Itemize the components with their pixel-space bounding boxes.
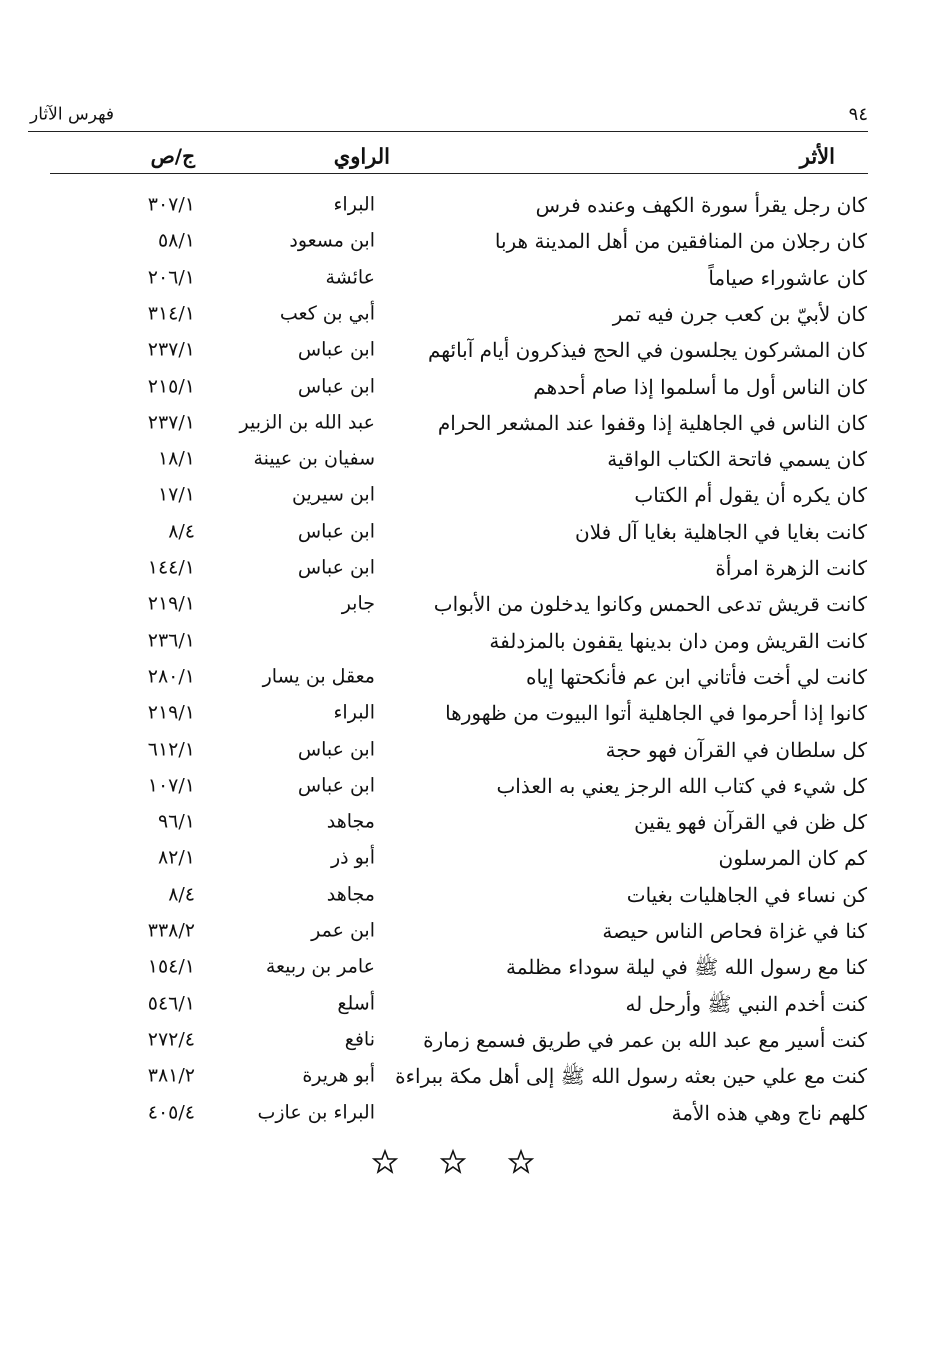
volume-page: ٣٠٧/١	[147, 193, 195, 216]
athar-text: كان عاشوراء صياماً	[708, 265, 867, 290]
narrator: ابن عباس	[297, 774, 375, 797]
column-header: الراوي	[333, 143, 390, 169]
volume-page: ٢١٩/١	[147, 701, 195, 724]
narrator: ابن عباس	[297, 738, 375, 760]
volume-page: ٤٠٥/٤	[147, 1101, 195, 1123]
column-header: ج/ص	[150, 144, 195, 168]
narrator: عائشة	[325, 266, 375, 289]
volume-page: ٨/٤	[168, 520, 195, 543]
athar-text: كل ظن في القرآن فهو يقين	[634, 810, 867, 835]
narrator: ابن عباس	[297, 520, 375, 543]
narrator: البراء بن عازب	[257, 1101, 375, 1123]
narrator: جابر	[341, 592, 375, 615]
athar-text: كنا مع رسول الله ﷺ في ليلة سوداء مظلمة	[506, 955, 867, 980]
narrator: عبد الله بن الزبير	[239, 411, 375, 434]
narrator: أبو هريرة	[302, 1064, 375, 1087]
page-number: ٩٤	[848, 104, 868, 125]
athar-text: كانت بغايا في الجاهلية بغايا آل فلان	[575, 519, 867, 544]
volume-page: ٩٦/١	[157, 810, 195, 833]
volume-page: ٨/٤	[168, 883, 195, 906]
narrator: ابن عباس	[297, 375, 375, 397]
volume-page: ٨٢/١	[157, 846, 195, 869]
column-header: الأثر	[799, 143, 835, 169]
athar-text: كان رجلان من المنافقين من أهل المدينة هر…	[494, 229, 867, 254]
table-rule	[50, 173, 868, 174]
athar-text: كانوا إذا أحرموا في الجاهلية أتوا البيوت…	[445, 701, 867, 726]
volume-page: ١٧/١	[157, 483, 195, 506]
athar-text: كلهم ناج وهي هذه الأمة	[671, 1100, 867, 1125]
athar-text: كانت القريش ومن دان بدينها يقفون بالمزدل…	[489, 628, 867, 653]
athar-text: كل شيء في كتاب الله الرجز يعني به العذاب	[496, 773, 867, 798]
athar-text: كان لأبيّ بن كعب جرن فيه تمر	[612, 301, 867, 326]
narrator: مجاهد	[326, 810, 375, 833]
athar-text: كان المشركون يجلسون في الحج فيذكرون أيام…	[427, 338, 867, 363]
volume-page: ٣١٤/١	[147, 302, 195, 325]
volume-page: ٣٨١/٢	[147, 1064, 195, 1087]
volume-page: ١٥٤/١	[147, 955, 195, 978]
volume-page: ١٠٧/١	[147, 774, 195, 797]
volume-page: ٢٧٢/٤	[147, 1028, 195, 1051]
athar-text: كان الناس أول ما أسلموا إذا صام أحدهم	[533, 374, 867, 399]
athar-text: كانت قريش تدعى الحمس وكانوا يدخلون من ال…	[433, 592, 867, 617]
athar-text: كان رجل يقرأ سورة الكهف وعنده فرس	[535, 193, 867, 217]
volume-page: ٢٣٧/١	[147, 411, 195, 434]
volume-page: ٢٨٠/١	[147, 665, 195, 688]
athar-text: كان يسمي فاتحة الكتاب الواقية	[607, 447, 867, 472]
narrator: ابن عباس	[297, 556, 375, 579]
volume-page: ٦١٢/١	[147, 738, 195, 760]
volume-page: ٥٨/١	[157, 229, 195, 252]
narrator: سفيان بن عيينة	[253, 447, 375, 470]
volume-page: ٣٣٨/٢	[147, 919, 195, 942]
narrator: ابن مسعود	[289, 229, 375, 252]
narrator: نافع	[344, 1028, 375, 1051]
narrator: البراء	[333, 193, 376, 216]
athar-text: كنا في غزاة فحاص الناس حيصة	[602, 919, 867, 943]
volume-page: ٢١٩/١	[147, 592, 195, 615]
volume-page: ٢٠٦/١	[147, 266, 195, 289]
athar-text: كنت أخدم النبي ﷺ وأرحل له	[625, 991, 867, 1016]
narrator: ابن عباس	[297, 338, 375, 361]
narrator: مجاهد	[326, 883, 375, 906]
athar-text: كم كان المرسلون	[718, 846, 868, 871]
narrator: أسلع	[337, 992, 375, 1015]
athar-text: كان الناس في الجاهلية إذا وقفوا عند المش…	[437, 410, 867, 435]
athar-text: كانت لي أخت فأتاني ابن عم فأنكحتها إياه	[525, 664, 867, 689]
athar-text: كنت مع علي حين بعثه رسول الله ﷺ إلى أهل …	[395, 1064, 867, 1089]
narrator: ابن عمر	[311, 919, 375, 942]
volume-page: ١٨/١	[157, 447, 195, 470]
volume-page: ١٤٤/١	[147, 556, 195, 579]
volume-page: ٢٣٦/١	[147, 629, 195, 652]
athar-text: كنت أسير مع عبد الله بن عمر في طريق فسمع…	[423, 1027, 867, 1052]
narrator: عامر بن ربيعة	[265, 955, 375, 978]
running-title: فهرس الآثار	[30, 104, 115, 125]
athar-text: كان يكره أن يقول أم الكتاب	[634, 483, 867, 508]
volume-page: ٥٤٦/١	[147, 992, 195, 1015]
volume-page: ٢٣٧/١	[147, 338, 195, 361]
athar-text: كل سلطان في القرآن فهو حجة	[605, 737, 867, 762]
athar-text: كن نساء في الجاهليات بغيات	[626, 882, 867, 907]
narrator: معقل بن يسار	[262, 665, 375, 688]
volume-page: ٢١٥/١	[147, 375, 195, 397]
athar-text: كانت الزهرة امرأة	[715, 556, 867, 580]
narrator: البراء	[333, 701, 376, 724]
section-end-stars	[371, 1148, 535, 1174]
narrator: ابن سيرين	[292, 483, 375, 506]
header-rule	[28, 131, 868, 132]
narrator: أبو ذر	[330, 846, 375, 869]
narrator: أبي بن كعب	[279, 302, 375, 325]
